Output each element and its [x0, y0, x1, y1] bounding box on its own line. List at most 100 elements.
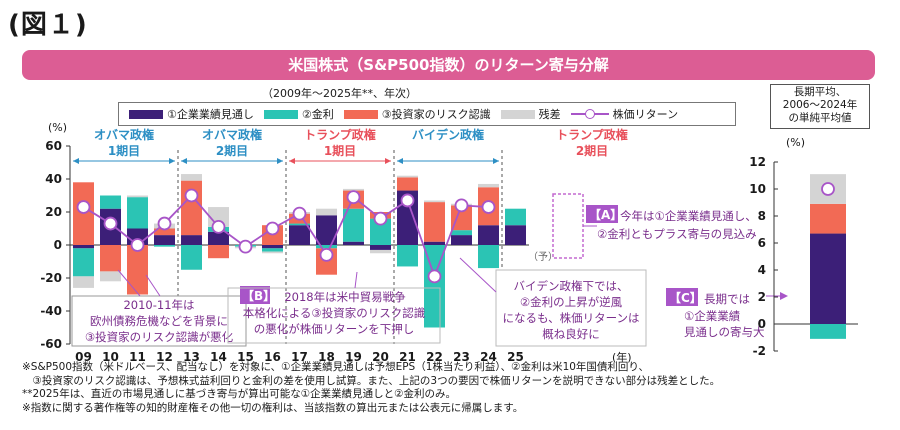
- y-tick-label: 0: [54, 238, 62, 252]
- x-tick-label: 23: [453, 350, 470, 364]
- annotation-biden-leader: [459, 257, 497, 293]
- lt-bar-segment-risk: [810, 203, 846, 234]
- era-arrowhead: [493, 158, 499, 164]
- bar-segment-resid-11: [127, 195, 148, 198]
- annotation-b-tag: 【B】: [242, 288, 275, 303]
- legend-swatch-return: [570, 109, 609, 119]
- bar-segment-rate-11: [127, 197, 148, 229]
- x-tick-label: 12: [156, 350, 173, 364]
- era-arrowhead: [289, 158, 295, 164]
- bar-segment-rate-19: [343, 208, 364, 242]
- return-point-15: [238, 239, 253, 254]
- long-term-title-line: の単純平均値: [788, 112, 852, 124]
- bar-segment-rate-12: [154, 245, 175, 247]
- era-arrowhead: [73, 158, 79, 164]
- annotation-c-text: 見通しの寄与大: [684, 325, 765, 339]
- bar-segment-rate-21: [397, 245, 418, 267]
- bar-segment-risk-12: [154, 228, 175, 236]
- bar-segment-rate-13: [181, 245, 202, 270]
- annotation-b-text: の悪化が株価リターンを下押し: [254, 322, 414, 336]
- annotation-b-text: 本格化による③投資家のリスク認識: [243, 306, 425, 320]
- legend-swatch-rate: [263, 109, 298, 119]
- lt-y-tick-label: 8: [758, 209, 766, 223]
- annotation-b-leader: [354, 271, 358, 289]
- legend-item-eps: ①企業業績見通し: [129, 106, 254, 122]
- bar-segment-resid-20: [370, 249, 391, 254]
- annotation-a-tag-bg: [586, 205, 618, 223]
- era-term-label: 1期目: [324, 143, 356, 158]
- bar-segment-eps-25: [505, 225, 526, 245]
- x-tick-label: 09: [75, 350, 92, 364]
- era-term-label: 1期目: [108, 143, 140, 158]
- bar-segment-resid-16: [262, 251, 283, 254]
- return-point-23: [454, 198, 469, 213]
- y-tick-label: -20: [40, 271, 62, 285]
- annotation-a-tag: 【A】: [589, 207, 622, 222]
- annotation-b-tag-bg: [240, 286, 270, 304]
- lt-bar-segment-eps: [810, 233, 846, 324]
- lt-y-tick-label: 12: [749, 155, 766, 169]
- legend-label-resid: 残差: [538, 108, 561, 121]
- bar-segment-eps-17: [289, 225, 310, 245]
- bar-segment-resid-13: [181, 174, 202, 181]
- return-point-10: [103, 216, 118, 231]
- footnotes: ※S&P500指数（米ドルベース、配当なし）を対象に、①企業業績見通しは予想EP…: [22, 361, 892, 415]
- annotation-euro-text: 欧州債務危機などを背景に: [90, 314, 228, 328]
- bar-segment-eps-09: [73, 245, 94, 249]
- annotation-euro-leader: [145, 274, 161, 297]
- annotation-b-box: [227, 287, 441, 344]
- estimate-label: （予）: [528, 251, 558, 263]
- x-tick-label: 10: [102, 350, 119, 364]
- legend-label-eps: ①企業業績見通し: [167, 108, 254, 121]
- era-arrowhead: [181, 158, 187, 164]
- y-tick-label: -60: [40, 337, 62, 351]
- bar-segment-eps-22: [424, 241, 445, 245]
- return-point-24: [481, 200, 496, 214]
- return-point-21: [400, 193, 415, 208]
- return-point-13: [184, 188, 199, 203]
- return-point-14: [211, 219, 226, 234]
- era-arrowhead: [397, 158, 403, 164]
- x-tick-label: 21: [399, 350, 416, 364]
- era-arrowhead: [169, 158, 175, 164]
- return-line: [83, 194, 489, 279]
- legend-label-risk: ③投資家のリスク認識: [381, 108, 491, 121]
- x-tick-label: 11: [129, 350, 146, 364]
- annotation-biden-text: バイデン政権下では、: [514, 279, 629, 293]
- bar-segment-rate-16: [262, 248, 283, 252]
- era-term-label: 2期目: [216, 143, 248, 158]
- x-tick-label: 13: [183, 350, 200, 364]
- chart-title-banner: 米国株式（S&P500指数）のリターン寄与分解: [22, 50, 875, 80]
- era-arrowhead: [277, 158, 283, 164]
- lt-bar-segment-rate: [810, 324, 846, 339]
- footnote-line: ③投資家のリスク認識は、予想株式益利回りと金利の差を使用し試算。また、上記の3つ…: [22, 374, 721, 387]
- legend-swatch-risk: [343, 109, 378, 119]
- bar-segment-rate-24: [478, 245, 499, 269]
- x-tick-label: 18: [318, 350, 335, 364]
- legend-label-rate: ②金利: [301, 108, 334, 121]
- x-tick-label: 22: [426, 350, 443, 364]
- annotation-biden-text: ②金利の上昇が逆風: [520, 295, 623, 309]
- legend-swatch-eps: [129, 109, 163, 119]
- bar-segment-resid-24: [478, 183, 499, 188]
- bar-segment-resid-18: [316, 208, 337, 216]
- long-term-title-line: 長期平均、: [793, 86, 847, 98]
- x-tick-label: 19: [345, 350, 362, 364]
- bar-segment-rate-25: [505, 208, 526, 226]
- annotation-c-text: 長期では: [704, 292, 750, 306]
- bar-segment-eps-14: [208, 231, 229, 245]
- bar-segment-rate-09: [73, 248, 94, 277]
- lt-y-tick-label: -2: [753, 344, 766, 358]
- era-label: オバマ政権: [94, 127, 154, 142]
- bar-segment-eps-16: [262, 245, 283, 249]
- bar-segment-resid-19: [343, 188, 364, 191]
- return-point-11: [130, 238, 145, 252]
- lt-return-point: [821, 182, 835, 196]
- annotation-euro-text: ③投資家のリスク認識が悪化: [85, 330, 234, 344]
- bar-segment-risk-11: [127, 245, 148, 295]
- x-tick-label: 25: [507, 350, 524, 364]
- era-term-label: 2期目: [576, 143, 608, 158]
- bar-segment-resid-10: [100, 271, 121, 282]
- bar-segment-risk-10: [100, 245, 121, 272]
- lt-y-tick-label: 10: [749, 182, 766, 196]
